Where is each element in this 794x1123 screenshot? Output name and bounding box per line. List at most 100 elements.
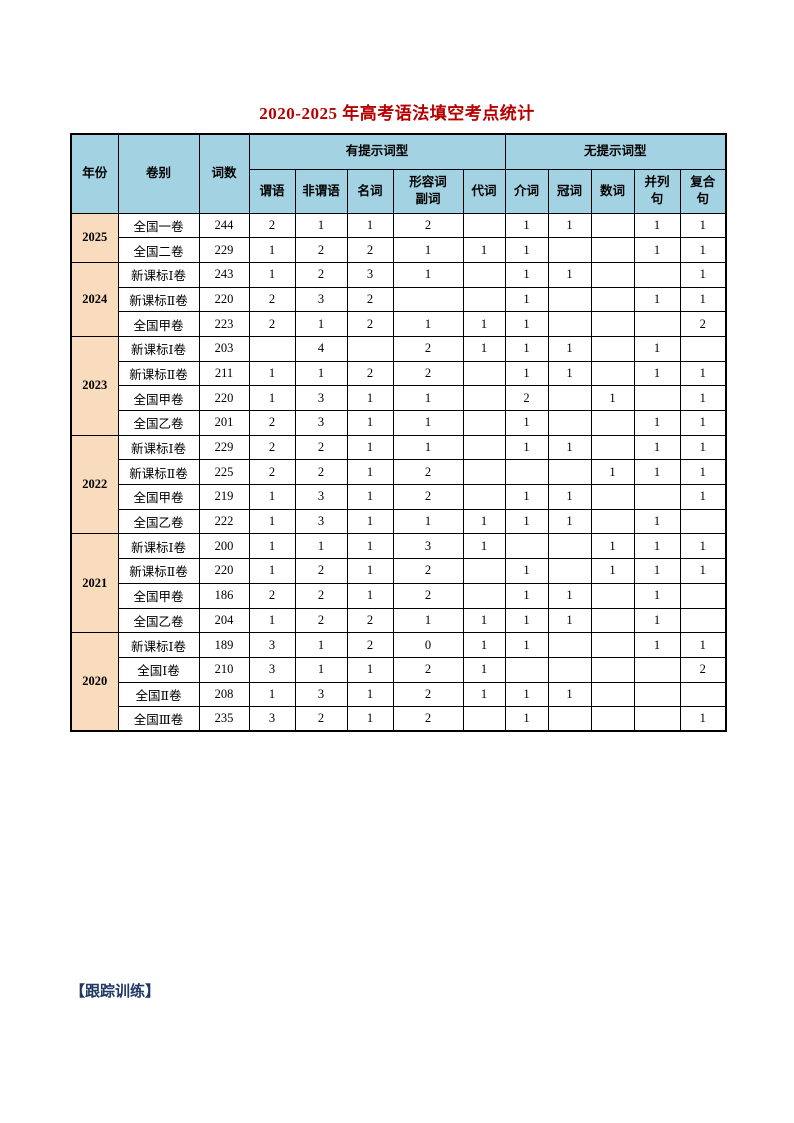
count-cell: 1	[504, 360, 549, 387]
count-cell: 2	[346, 286, 394, 313]
count-cell: 1	[679, 632, 727, 658]
count-cell: 2	[346, 360, 394, 387]
header-hint-group: 有提示词型	[248, 133, 506, 170]
count-cell: 1	[504, 286, 549, 313]
count-cell: 2	[392, 360, 464, 387]
count-cell	[679, 607, 727, 634]
count-cell: 1	[392, 607, 464, 634]
count-cell: 1	[633, 237, 681, 263]
count-cell	[633, 484, 681, 510]
table-row: 新课标Ⅱ卷 220 1 2 1 2 1 1 1 1	[71, 558, 727, 584]
count-cell: 1	[294, 656, 348, 683]
page-title: 2020-2025 年高考语法填空考点统计	[259, 104, 535, 123]
word-count-cell: 222	[198, 508, 250, 535]
count-cell: 3	[294, 385, 348, 411]
count-cell: 1	[392, 434, 464, 461]
count-cell: 1	[392, 237, 464, 263]
count-cell	[633, 261, 681, 288]
table-row: 全国乙卷 222 1 3 1 1 1 1 1 1	[71, 508, 727, 535]
count-cell	[590, 237, 635, 263]
count-cell: 1	[294, 360, 348, 387]
count-cell: 1	[504, 434, 549, 461]
count-cell	[547, 311, 592, 337]
count-cell: 1	[590, 533, 635, 560]
count-cell: 1	[346, 706, 394, 732]
count-cell	[248, 335, 296, 362]
count-cell: 2	[346, 237, 394, 263]
table-row: 全国甲卷 220 1 3 1 1 2 1 1	[71, 385, 727, 411]
word-count-cell: 204	[198, 607, 250, 634]
count-cell: 2	[248, 212, 296, 239]
header-no-hint-col: 数词	[590, 168, 635, 214]
word-count-cell: 200	[198, 533, 250, 560]
count-cell: 1	[633, 558, 681, 584]
count-cell: 1	[547, 607, 592, 634]
count-cell: 1	[679, 558, 727, 584]
count-cell: 1	[346, 385, 394, 411]
count-cell	[504, 656, 549, 683]
count-cell: 1	[633, 508, 681, 535]
count-cell: 1	[392, 508, 464, 535]
count-cell: 2	[294, 558, 348, 584]
paper-cell: 新课标Ⅱ卷	[117, 360, 200, 387]
count-cell: 1	[462, 533, 506, 560]
count-cell: 3	[392, 533, 464, 560]
count-cell: 1	[346, 212, 394, 239]
count-cell: 2	[392, 558, 464, 584]
count-cell	[633, 311, 681, 337]
count-cell: 1	[547, 212, 592, 239]
count-cell: 1	[462, 656, 506, 683]
count-cell	[392, 286, 464, 313]
count-cell	[679, 335, 727, 362]
paper-cell: 全国乙卷	[117, 607, 200, 634]
count-cell: 1	[633, 360, 681, 387]
count-cell: 2	[294, 607, 348, 634]
count-cell: 1	[679, 706, 727, 732]
table-row: 全国Ⅱ卷 208 1 3 1 2 1 1 1	[71, 681, 727, 708]
count-cell: 1	[547, 360, 592, 387]
count-cell: 1	[679, 410, 727, 436]
count-cell: 1	[248, 484, 296, 510]
count-cell	[590, 681, 635, 708]
count-cell	[590, 410, 635, 436]
count-cell: 1	[346, 656, 394, 683]
count-cell	[679, 681, 727, 708]
count-cell: 1	[679, 484, 727, 510]
count-cell: 1	[679, 286, 727, 313]
count-cell: 1	[633, 533, 681, 560]
count-cell: 1	[633, 607, 681, 634]
count-cell: 2	[679, 311, 727, 337]
count-cell: 2	[392, 656, 464, 683]
count-cell: 2	[346, 311, 394, 337]
paper-cell: 全国Ⅱ卷	[117, 681, 200, 708]
count-cell: 3	[248, 706, 296, 732]
word-count-cell: 208	[198, 681, 250, 708]
count-cell	[547, 656, 592, 683]
year-cell: 2024	[70, 261, 119, 337]
table-row: 全国Ⅰ卷 210 3 1 1 2 1 2	[71, 656, 727, 683]
word-count-cell: 225	[198, 459, 250, 486]
count-cell	[590, 656, 635, 683]
count-cell	[462, 582, 506, 609]
count-cell: 1	[346, 459, 394, 486]
count-cell: 1	[504, 335, 549, 362]
count-cell: 1	[679, 261, 727, 288]
count-cell: 1	[633, 335, 681, 362]
count-cell: 3	[294, 286, 348, 313]
table-row: 全国乙卷 204 1 2 2 1 1 1 1 1	[71, 607, 727, 634]
table-row: 全国二卷 229 1 2 2 1 1 1 1 1	[71, 237, 727, 263]
count-cell	[547, 286, 592, 313]
count-cell: 1	[462, 607, 506, 634]
count-cell	[590, 582, 635, 609]
count-cell: 1	[633, 286, 681, 313]
count-cell: 3	[294, 508, 348, 535]
count-cell	[590, 706, 635, 732]
count-cell	[547, 237, 592, 263]
count-cell: 1	[504, 311, 549, 337]
count-cell: 1	[547, 335, 592, 362]
count-cell: 1	[590, 459, 635, 486]
header-no-hint-col: 并列 句	[633, 168, 681, 214]
word-count-cell: 203	[198, 335, 250, 362]
count-cell: 1	[248, 385, 296, 411]
table-row: 全国甲卷 186 2 2 1 2 1 1 1	[71, 582, 727, 609]
